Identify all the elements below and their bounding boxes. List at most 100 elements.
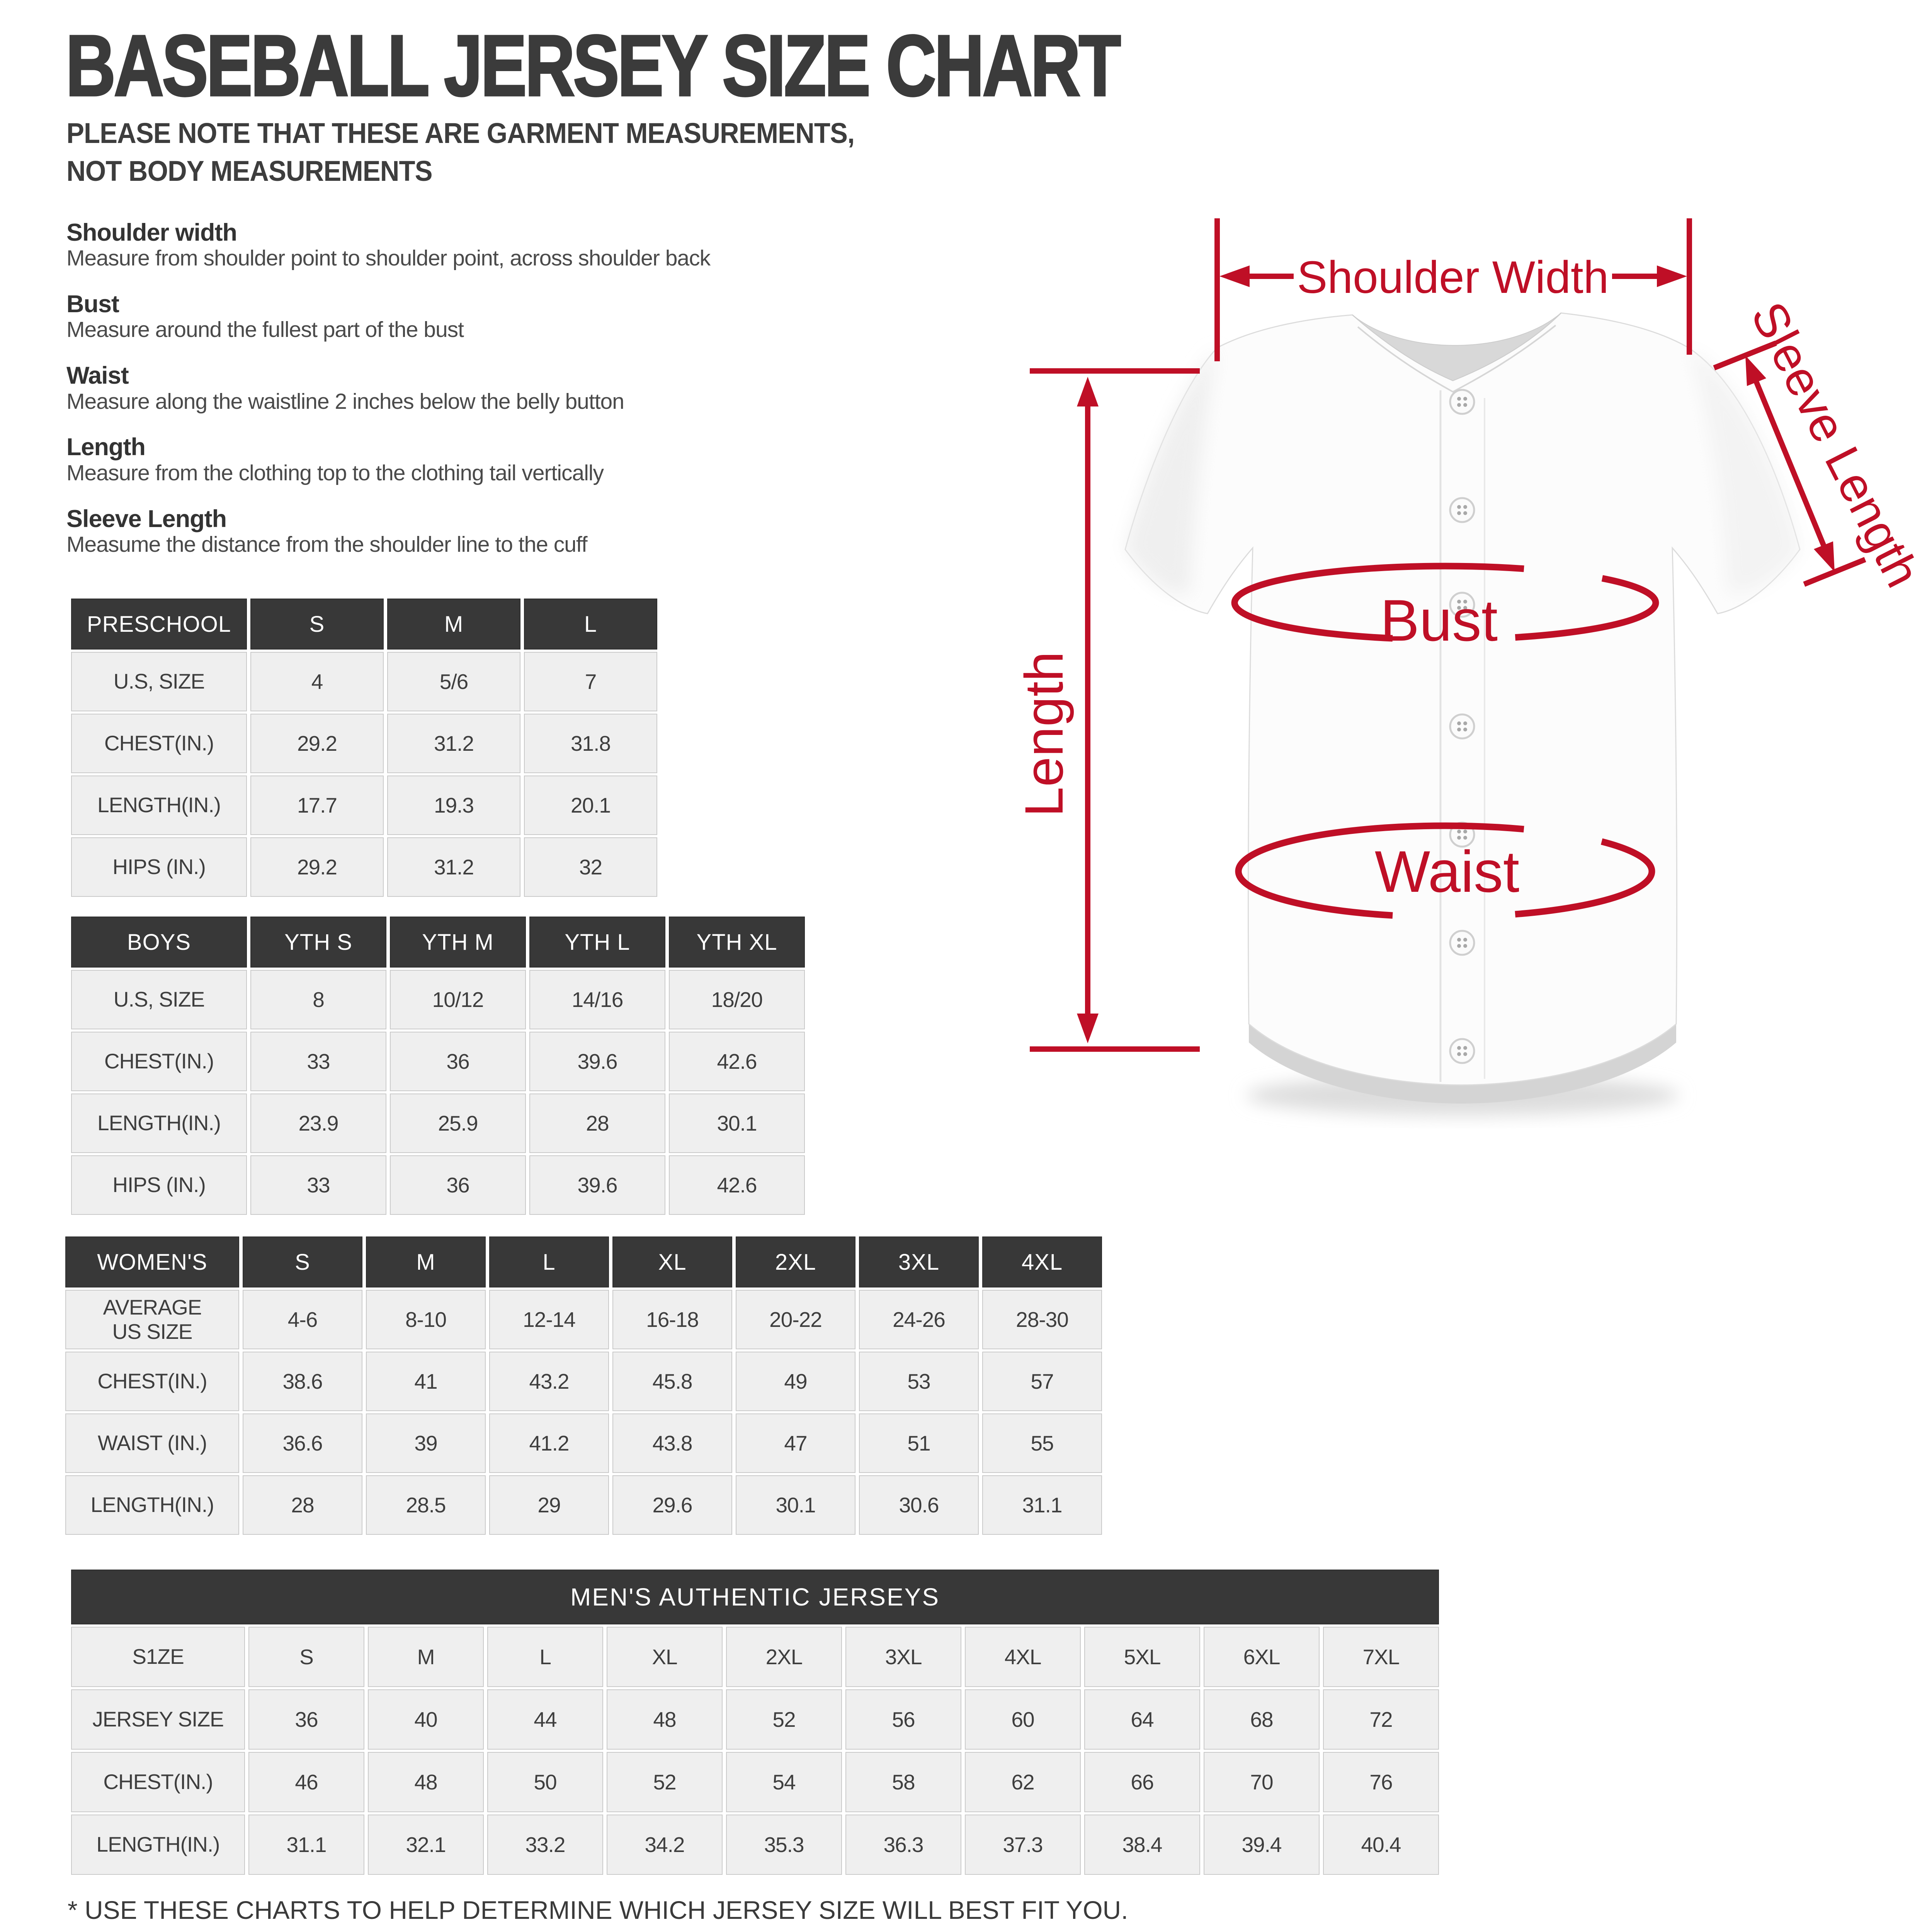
mens-value-cell: 36 (248, 1689, 364, 1750)
boys-value-cell: 18/20 (669, 970, 805, 1029)
definition-length: Length Measure from the clothing top to … (66, 434, 710, 485)
jersey-shading-left (1125, 348, 1217, 594)
footnote: * USE THESE CHARTS TO HELP DETERMINE WHI… (68, 1896, 1128, 1924)
jersey-collar-binding (1357, 325, 1556, 393)
mens-value-cell: 48 (607, 1689, 723, 1750)
boys-value-cell: 42.6 (669, 1032, 805, 1091)
womens-value-cell: 41.2 (489, 1413, 609, 1473)
mens-value-cell: 34.2 (607, 1815, 723, 1875)
womens-value-cell: 57 (982, 1352, 1102, 1411)
mens-value-cell: 4XL (965, 1627, 1081, 1687)
page-title: BASEBALL JERSEY SIZE CHART (65, 17, 1122, 114)
preschool-value-cell: 31.2 (387, 837, 520, 897)
mens-value-cell: 56 (845, 1689, 961, 1750)
mens-value-cell: L (487, 1627, 603, 1687)
waist-label: Waist (1375, 839, 1519, 905)
definition-term: Waist (66, 362, 129, 389)
mens-value-cell: 50 (487, 1752, 603, 1812)
arrowhead-left (1219, 265, 1250, 287)
preschool-value-cell: 29.2 (250, 714, 384, 773)
sleeve-tick-top (1713, 340, 1777, 371)
length-annotation: Length (1014, 368, 1200, 1052)
arrowhead-up (1077, 377, 1099, 406)
boys-value-cell: 25.9 (390, 1094, 526, 1153)
womens-value-cell: 30.1 (736, 1475, 855, 1535)
womens-value-cell: 39 (366, 1413, 486, 1473)
preschool-row: LENGTH(IN.) 17.7 19.3 20.1 (71, 776, 657, 835)
mens-value-cell: 7XL (1323, 1627, 1439, 1687)
waist-ellipse (1235, 822, 1655, 920)
mens-value-cell: 72 (1323, 1689, 1439, 1750)
womens-header-cell: M (366, 1236, 486, 1287)
boys-row: U.S, SIZE 8 10/12 14/16 18/20 (71, 970, 805, 1029)
boys-row: HIPS (IN.) 33 36 39.6 42.6 (71, 1155, 805, 1215)
mens-value-cell: 37.3 (965, 1815, 1081, 1875)
womens-value-cell: 30.6 (859, 1475, 979, 1535)
mens-table-title: MEN'S AUTHENTIC JERSEYS (71, 1570, 1439, 1624)
arrowhead-down (1077, 1014, 1099, 1043)
definition-term: Length (66, 434, 146, 461)
mens-value-cell: 32.1 (368, 1815, 484, 1875)
jersey-body (1124, 312, 1801, 1086)
definition-waist: Waist Measure along the waistline 2 inch… (66, 362, 710, 414)
womens-header-cell: 2XL (736, 1236, 855, 1287)
preschool-value-cell: 31.8 (524, 714, 657, 773)
length-label: Length (1014, 651, 1074, 817)
bust-ellipse (1231, 563, 1659, 643)
womens-value-cell: 51 (859, 1413, 979, 1473)
mens-value-cell: 52 (607, 1752, 723, 1812)
boys-value-cell: 14/16 (529, 970, 665, 1029)
definition-desc: Measure from the clothing top to the clo… (66, 460, 604, 485)
arrowhead-down (1814, 541, 1835, 572)
womens-value-cell: 8-10 (366, 1290, 486, 1349)
preschool-size-table: PRESCHOOL S M L U.S, SIZE 4 5/6 7 CHEST(IN.) 29.2… (68, 596, 661, 899)
preschool-value-cell: 29.2 (250, 837, 384, 897)
womens-value-cell: 36.6 (243, 1413, 362, 1473)
page-subtitle-line-1: PLEASE NOTE THAT THESE ARE GARMENT MEASU… (66, 117, 855, 149)
arrowhead-up (1745, 355, 1766, 386)
mens-value-cell: 31.1 (248, 1815, 364, 1875)
boys-header-cell: YTH M (390, 917, 526, 968)
womens-row: WAIST (IN.) 36.6 39 41.2 43.8 47 51 55 (65, 1413, 1102, 1473)
preschool-value-cell: 19.3 (387, 776, 520, 835)
womens-value-cell: 55 (982, 1413, 1102, 1473)
mens-value-cell: 52 (726, 1689, 842, 1750)
preschool-row: U.S, SIZE 4 5/6 7 (71, 652, 657, 711)
boys-value-cell: 23.9 (250, 1094, 386, 1153)
womens-value-cell: 20-22 (736, 1290, 855, 1349)
womens-value-cell: 47 (736, 1413, 855, 1473)
boys-row-label: LENGTH(IN.) (71, 1094, 247, 1153)
definition-desc: Measure from shoulder point to shoulder … (66, 246, 711, 271)
boys-header-cell: YTH XL (669, 917, 805, 968)
preschool-row-label: LENGTH(IN.) (71, 776, 247, 835)
womens-row: LENGTH(IN.) 28 28.5 29 29.6 30.1 30.6 31.1 (65, 1475, 1102, 1535)
womens-value-cell: 29.6 (612, 1475, 732, 1535)
womens-header-cell: L (489, 1236, 609, 1287)
womens-value-cell: 12-14 (489, 1290, 609, 1349)
mens-value-cell: M (368, 1627, 484, 1687)
womens-value-cell: 16-18 (612, 1290, 732, 1349)
womens-header-cell: 4XL (982, 1236, 1102, 1287)
mens-value-cell: 2XL (726, 1627, 842, 1687)
mens-value-cell: 36.3 (845, 1815, 961, 1875)
mens-value-cell: 44 (487, 1689, 603, 1750)
preschool-row: CHEST(IN.) 29.2 31.2 31.8 (71, 714, 657, 773)
womens-header-row: WOMEN'S S M L XL 2XL 3XL 4XL (65, 1236, 1102, 1287)
womens-value-cell: 43.2 (489, 1352, 609, 1411)
boys-row-label: U.S, SIZE (71, 970, 247, 1029)
mens-value-cell: XL (607, 1627, 723, 1687)
definition-desc: Measure around the fullest part of the b… (66, 317, 464, 342)
mens-value-cell: S (248, 1627, 364, 1687)
boys-value-cell: 10/12 (390, 970, 526, 1029)
boys-header-cell: BOYS (71, 917, 247, 968)
definition-term: Bust (66, 291, 119, 318)
mens-value-cell: 60 (965, 1689, 1081, 1750)
shoulder-width-annotation: Shoulder Width (1214, 218, 1692, 361)
mens-row-label: JERSEY SIZE (71, 1689, 245, 1750)
mens-row-label: CHEST(IN.) (71, 1752, 245, 1812)
preschool-value-cell: 17.7 (250, 776, 384, 835)
boys-value-cell: 33 (250, 1032, 386, 1091)
womens-value-cell: 31.1 (982, 1475, 1102, 1535)
boys-value-cell: 36 (390, 1155, 526, 1215)
preschool-value-cell: 32 (524, 837, 657, 897)
